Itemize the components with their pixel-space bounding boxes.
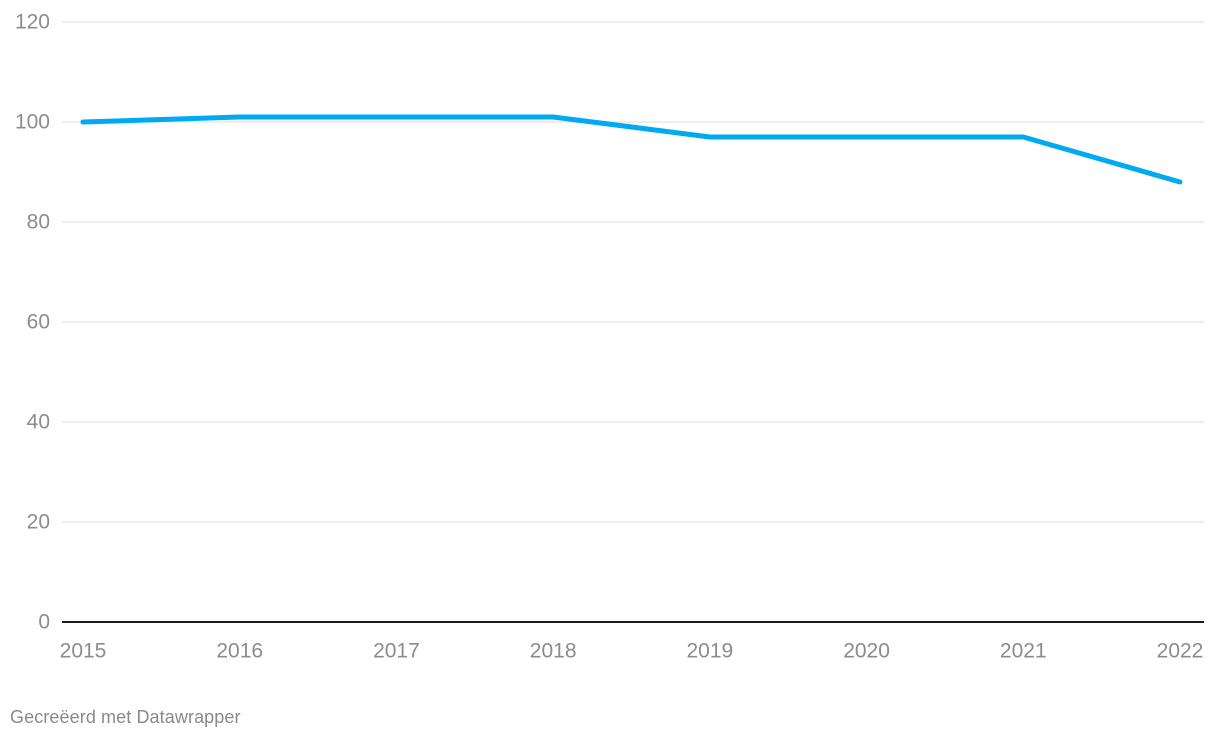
y-tick-label: 80 bbox=[27, 211, 50, 234]
x-tick-label: 2018 bbox=[530, 640, 577, 663]
x-tick-label: 2021 bbox=[1000, 640, 1047, 663]
y-tick-label: 100 bbox=[15, 111, 50, 134]
y-tick-label: 20 bbox=[27, 511, 50, 534]
x-tick-label: 2017 bbox=[373, 640, 420, 663]
line-chart: 0 20 40 60 80 100 120 2015 2016 2017 2018 2019 2020 2… bbox=[15, 11, 1204, 663]
x-tick-label: 2016 bbox=[216, 640, 263, 663]
y-tick-label: 40 bbox=[27, 411, 50, 434]
y-tick-label: 120 bbox=[15, 11, 50, 34]
x-tick-label: 2015 bbox=[60, 640, 107, 663]
x-tick-label: 2022 bbox=[1157, 640, 1204, 663]
y-tick-label: 60 bbox=[27, 311, 50, 334]
x-tick-label: 2019 bbox=[686, 640, 733, 663]
data-series-line bbox=[80, 114, 1183, 185]
attribution-text: Gecreëerd met Datawrapper bbox=[10, 707, 241, 727]
y-tick-label: 0 bbox=[38, 611, 50, 634]
line-chart-svg: 0 20 40 60 80 100 120 2015 2016 2017 2018 2019 2020 2… bbox=[15, 11, 1204, 663]
x-tick-label: 2020 bbox=[843, 640, 890, 663]
